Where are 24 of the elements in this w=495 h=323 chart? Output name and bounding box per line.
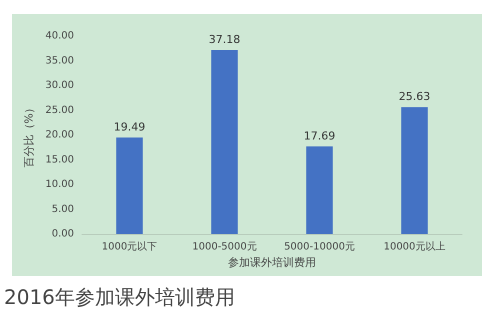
y-tick-label: 10.00 — [45, 179, 74, 190]
bar — [306, 146, 333, 234]
y-tick-label: 25.00 — [45, 104, 74, 116]
x-tick-label: 1000元以下 — [102, 240, 158, 252]
y-tick-label: 30.00 — [45, 80, 74, 91]
x-tick-label: 5000-10000元 — [284, 242, 355, 252]
x-axis-title: 参加课外培训费用 — [228, 256, 316, 269]
y-tick-label: 20.00 — [45, 130, 74, 140]
data-label: 25.63 — [398, 90, 430, 104]
x-tick-label: 1000-5000元 — [192, 242, 257, 252]
x-tick-label: 10000元以上 — [384, 240, 446, 252]
text: 2016年参加课外培训费用 — [4, 284, 235, 311]
bar — [401, 107, 428, 234]
y-axis-title: 百分比（%） — [22, 102, 36, 168]
y-tick-label: 40.00 — [45, 30, 74, 42]
data-label: 19.49 — [114, 120, 146, 134]
y-tick-label: 35.00 — [45, 55, 74, 66]
y-tick-label: 0.00 — [52, 228, 74, 240]
data-label: 37.18 — [208, 32, 240, 46]
y-tick-label: 15.00 — [45, 154, 74, 166]
data-label: 17.69 — [304, 129, 336, 142]
bar — [116, 138, 143, 234]
y-tick-label: 5.00 — [52, 204, 74, 215]
bar — [211, 50, 238, 234]
